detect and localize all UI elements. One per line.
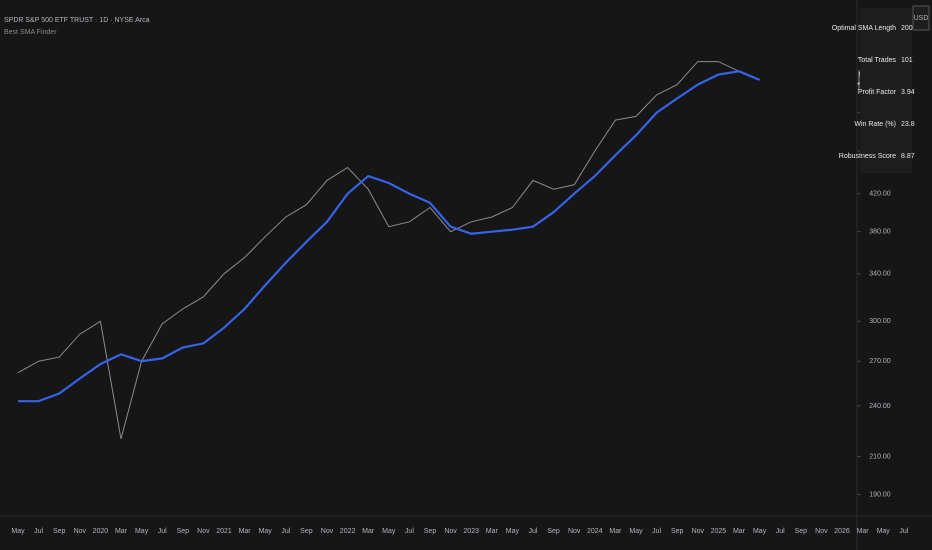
y-tick-label: 270.00 [869, 358, 891, 365]
x-tick-label: Mar [857, 528, 870, 535]
x-tick-label: Nov [74, 528, 87, 535]
x-tick-label: Nov [197, 528, 210, 535]
x-tick-label: Jul [529, 528, 538, 535]
x-tick-label: Sep [53, 528, 66, 535]
x-tick-label: Nov [444, 528, 457, 535]
x-tick-label: 2021 [216, 528, 232, 535]
table-label: Robustness Score [839, 153, 896, 160]
x-tick-label: Jul [281, 528, 290, 535]
x-tick-label: May [11, 528, 25, 535]
x-tick-label: May [382, 528, 396, 535]
x-tick-label: May [135, 528, 149, 535]
x-tick-label: Mar [362, 528, 375, 535]
x-tick-label: Sep [424, 528, 437, 535]
x-tick-label: 2024 [587, 528, 603, 535]
x-tick-label: May [629, 528, 643, 535]
y-tick-label: 380.00 [869, 229, 891, 236]
x-tick-label: Mar [486, 528, 499, 535]
chart-subtitle: Best SMA Finder [4, 29, 57, 36]
x-tick-label: May [259, 528, 273, 535]
x-tick-label: Jul [652, 528, 661, 535]
table-value: 3.94 [901, 89, 915, 96]
chart-title: SPDR S&P 500 ETF TRUST · 1D · NYSE Arca [4, 17, 150, 24]
x-tick-label: 2025 [711, 528, 727, 535]
currency: USD [914, 15, 929, 22]
table-label: Profit Factor [858, 89, 897, 96]
y-tick-label: 190.00 [869, 491, 891, 498]
x-tick-label: 2022 [340, 528, 356, 535]
y-tick-label: 210.00 [869, 453, 891, 460]
x-tick-label: Sep [547, 528, 560, 535]
table-value: 200 [901, 25, 913, 32]
x-tick-label: Sep [795, 528, 808, 535]
y-tick-label: 420.00 [869, 191, 891, 198]
x-tick-label: Mar [609, 528, 622, 535]
y-tick-label: 240.00 [869, 403, 891, 410]
x-tick-label: May [506, 528, 520, 535]
y-tick-label: 340.00 [869, 271, 891, 278]
x-tick-label: Jul [899, 528, 908, 535]
x-tick-label: May [753, 528, 767, 535]
x-tick-label: Nov [692, 528, 705, 535]
x-tick-label: Jul [158, 528, 167, 535]
x-tick-label: Nov [568, 528, 581, 535]
x-tick-label: Mar [115, 528, 128, 535]
table-label: Win Rate (%) [854, 121, 896, 128]
table-value: 101 [901, 57, 913, 64]
x-tick-label: Jul [776, 528, 785, 535]
x-tick-label: Sep [671, 528, 684, 535]
currency-box[interactable] [912, 5, 930, 31]
x-tick-label: 2026 [834, 528, 850, 535]
table-value: 8.87 [901, 153, 915, 160]
table-background [860, 8, 912, 173]
y-tick-label: 300.00 [869, 318, 891, 325]
x-tick-label: Nov [321, 528, 334, 535]
table-value: 23.8 [901, 121, 915, 128]
x-tick-label: 2020 [93, 528, 109, 535]
stats-table: Optimal SMA Length 200 Total Trades 101 Prof… [832, 8, 915, 173]
x-tick-label: Mar [733, 528, 746, 535]
x-tick-label: Nov [815, 528, 828, 535]
sma-line [18, 70, 761, 403]
x-tick-label: Sep [177, 528, 190, 535]
x-tick-label: Sep [300, 528, 313, 535]
table-label: Total Trades [858, 57, 897, 64]
x-tick-label: 2023 [463, 528, 479, 535]
table-label: Optimal SMA Length [832, 25, 896, 32]
x-tick-label: Mar [239, 528, 252, 535]
x-tick-label: Jul [34, 528, 43, 535]
x-tick-label: May [877, 528, 891, 535]
x-tick-label: Jul [405, 528, 414, 535]
